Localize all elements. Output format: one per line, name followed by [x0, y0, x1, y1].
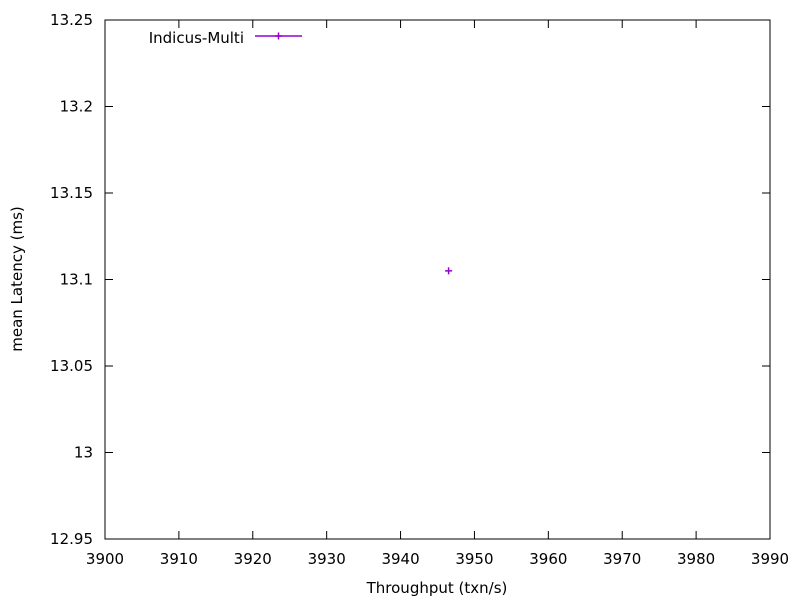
x-axis-label: Throughput (txn/s) — [366, 579, 508, 597]
axis-tick-labels: 3900 3910 3920 3930 3940 3950 3960 3970 3980 3990… — [50, 11, 789, 568]
y-tick-label: 13.1 — [60, 271, 93, 289]
x-tick-label: 3960 — [529, 550, 567, 568]
data-points — [445, 267, 453, 275]
axis-ticks — [104, 19, 771, 540]
data-point — [445, 267, 453, 275]
y-tick-label: 13.15 — [50, 184, 93, 202]
x-tick-label: 3970 — [603, 550, 641, 568]
x-tick-label: 3940 — [381, 550, 419, 568]
x-tick-label: 3920 — [234, 550, 272, 568]
y-tick-label: 13.25 — [50, 11, 93, 29]
legend-label: Indicus-Multi — [149, 29, 244, 47]
x-tick-label: 3910 — [160, 550, 198, 568]
x-tick-label: 3900 — [86, 550, 124, 568]
x-tick-label: 3930 — [308, 550, 346, 568]
x-tick-label: 3950 — [455, 550, 493, 568]
plot-frame — [104, 19, 771, 540]
y-axis-label: mean Latency (ms) — [8, 206, 26, 352]
x-tick-label: 3980 — [677, 550, 715, 568]
y-tick-label: 13.2 — [60, 98, 93, 116]
y-tick-label: 13 — [74, 444, 93, 462]
legend-marker — [275, 32, 282, 40]
legend: Indicus-Multi — [149, 29, 302, 47]
x-tick-label: 3990 — [751, 550, 789, 568]
y-tick-label: 13.05 — [50, 357, 93, 375]
y-tick-label: 12.95 — [50, 530, 93, 548]
